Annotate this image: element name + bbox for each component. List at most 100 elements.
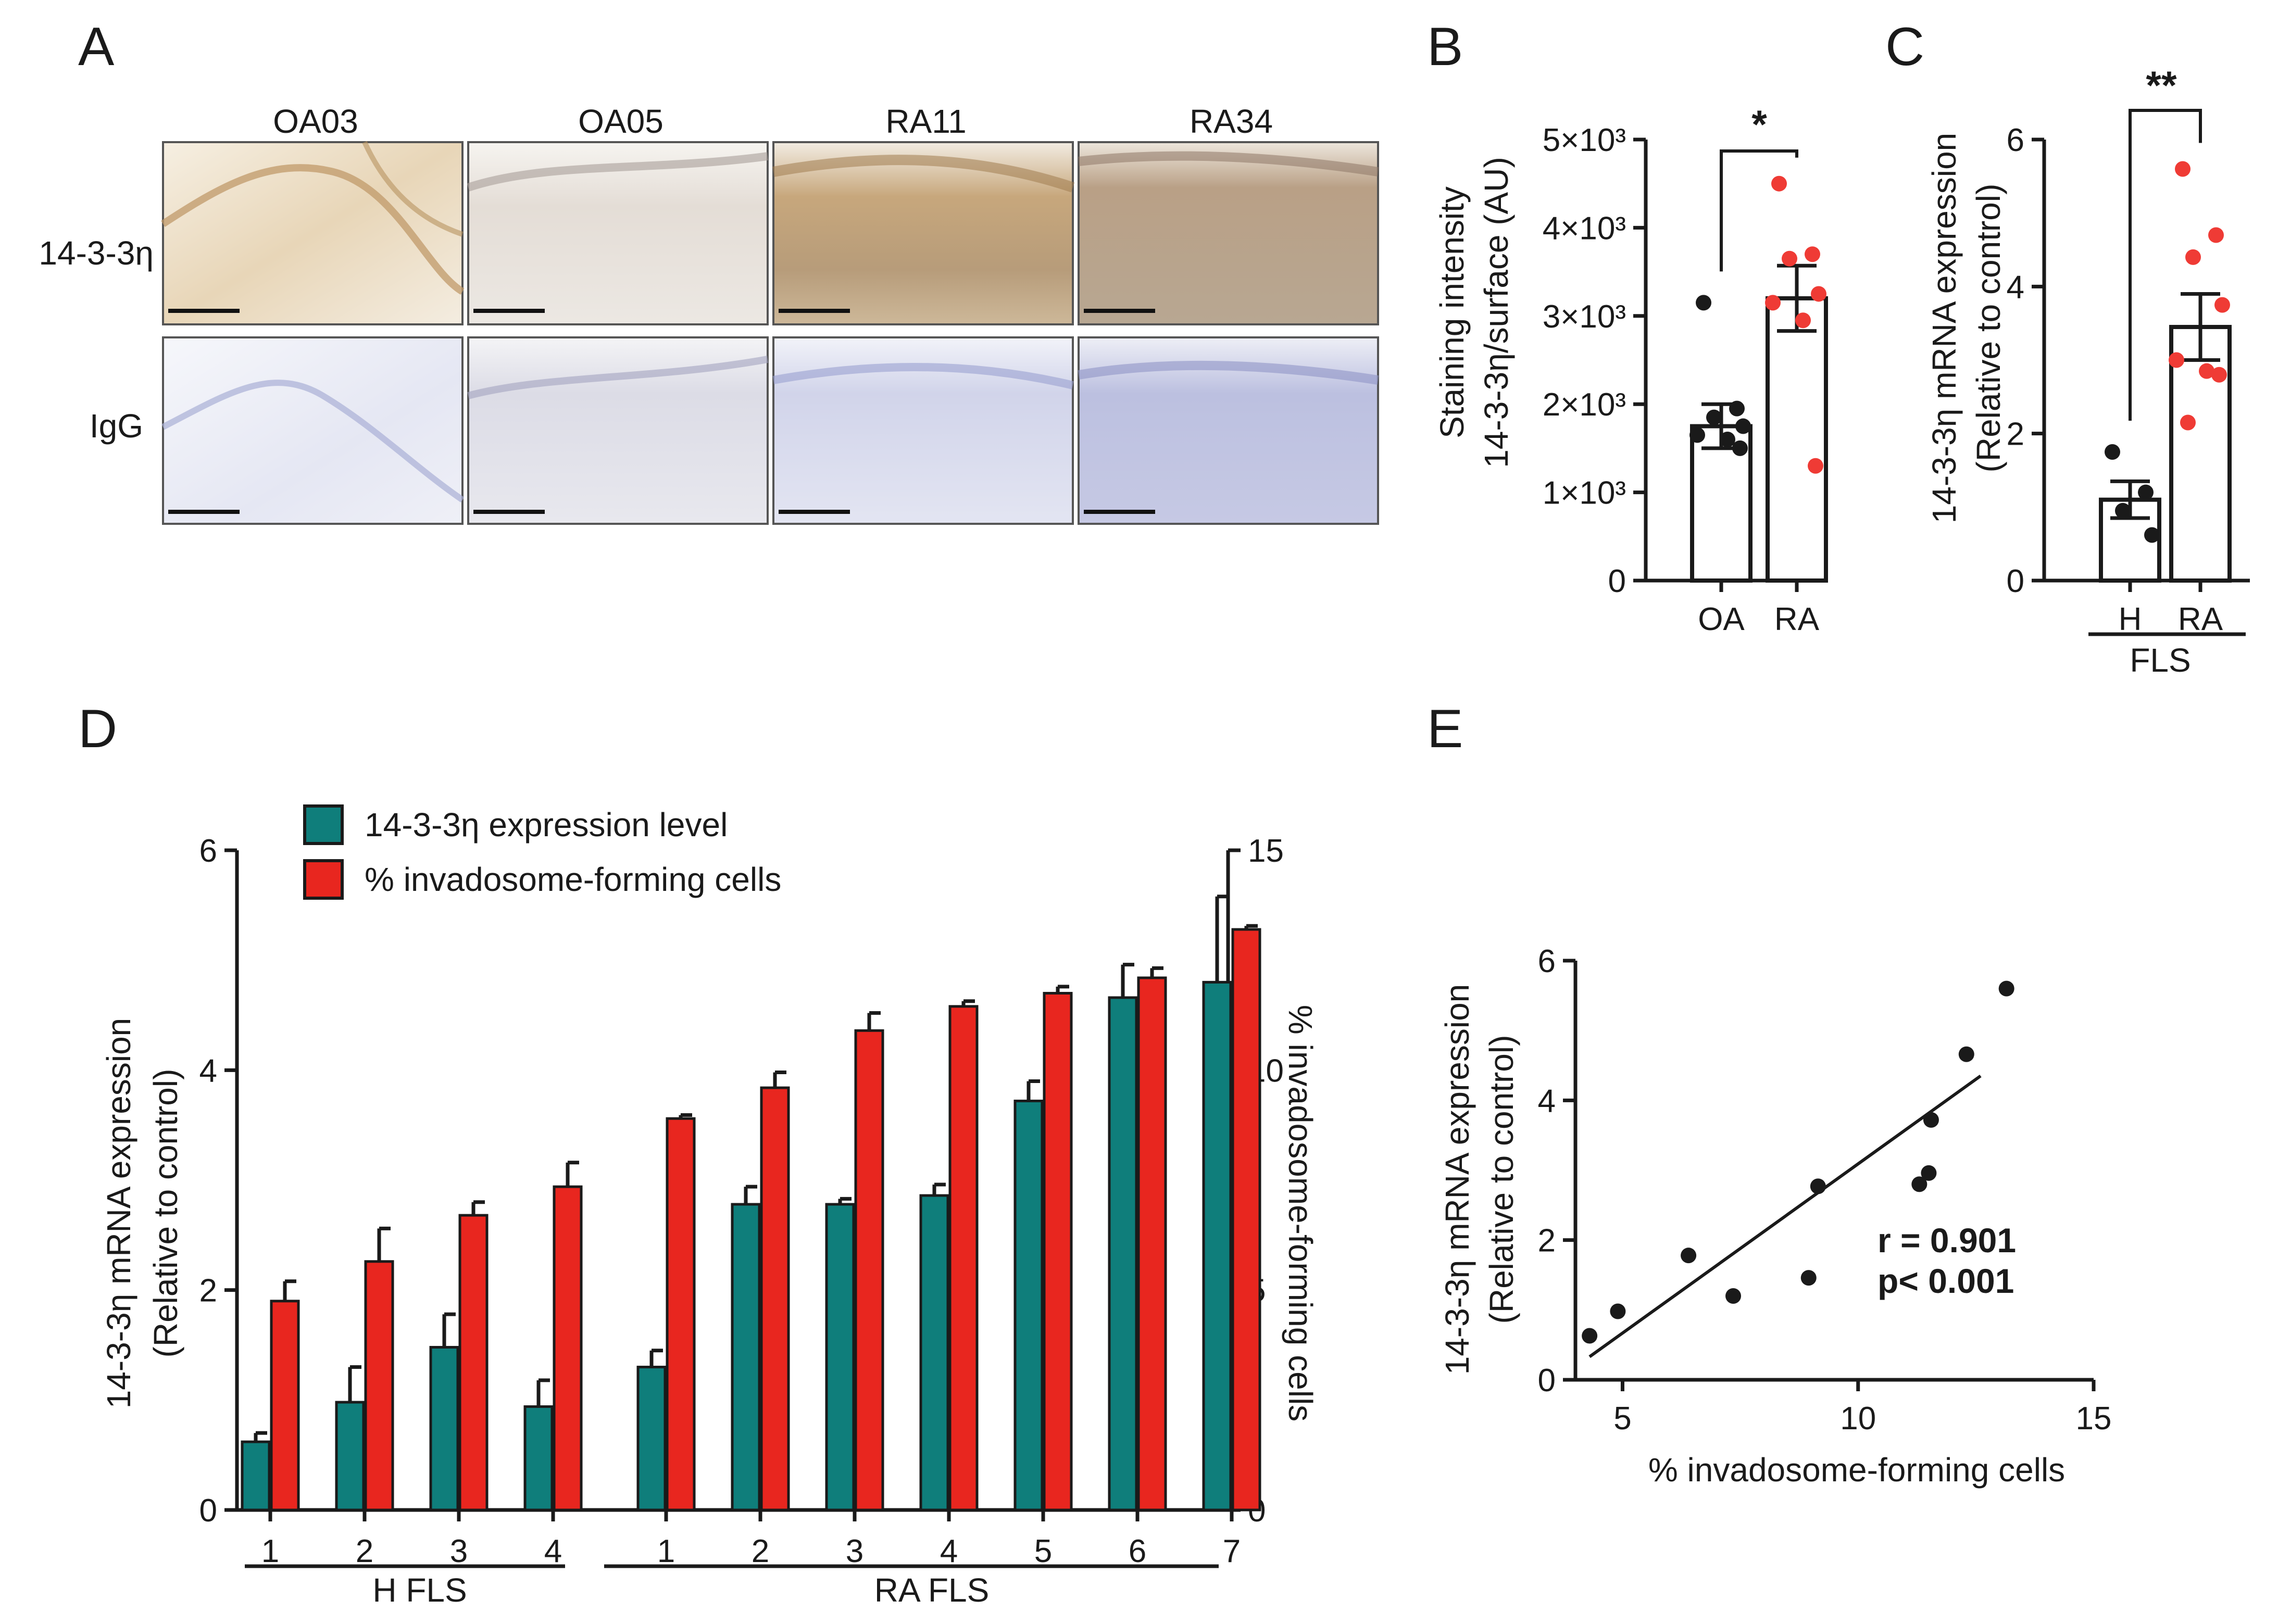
panel-d-y-left-tick-label: 0 <box>199 1493 217 1529</box>
panel-b-oa-data-point <box>1706 409 1722 425</box>
panel-c-y-tick-label: 2 <box>2007 417 2024 452</box>
panel-d-bar-invadosome <box>760 1086 790 1512</box>
panel-e-stat-p: p< 0.001 <box>1878 1262 2014 1300</box>
panel-c-significance: ** <box>2146 64 2177 108</box>
panel-d-bar-expression <box>1108 996 1138 1512</box>
panel-d-chart: 14-3-3η mRNA expression (Relative to con… <box>100 804 1319 1609</box>
tissue-fiber <box>467 356 769 399</box>
tissue-fiber <box>161 380 465 502</box>
panel-c-group-label: FLS <box>2130 641 2191 679</box>
panel-e-y-tick-label: 4 <box>1538 1083 1556 1119</box>
micrograph-oa03-igg <box>162 336 464 525</box>
panel-d-bar-expression <box>636 1365 667 1512</box>
panel-e-data-point <box>1911 1176 1927 1192</box>
panel-e-x-tick-label: 10 <box>1840 1401 1876 1437</box>
panel-d-y-left-tick-label: 2 <box>199 1273 217 1309</box>
panel-e-data-point <box>1582 1328 1598 1344</box>
panel-c-ylabel: 14-3-3η mRNA expression <box>1925 133 1963 524</box>
panel-c-ra-data-point <box>2175 161 2191 177</box>
tissue-fiber <box>1078 360 1379 385</box>
panel-b-y-tick-label: 1×10³ <box>1543 475 1626 511</box>
panel-d-bar-invadosome <box>1137 976 1167 1512</box>
panel-c-ra-data-point <box>2169 352 2184 368</box>
panel-d-x-tick-label: 3 <box>450 1533 468 1569</box>
panel-b-y-tick-label: 3×10³ <box>1543 299 1626 335</box>
panel-d-bar-expression <box>1202 980 1232 1512</box>
panel-c-h-data-point <box>2144 527 2160 543</box>
panel-d-x-tick-label: 5 <box>1034 1533 1052 1569</box>
panel-d-group-ra-fls: RA FLS <box>874 1571 990 1609</box>
panel-e-data-point <box>1681 1248 1697 1264</box>
panel-c-y-tick-label: 6 <box>2007 122 2024 158</box>
legend-label-invadosome: % invadosome-forming cells <box>365 861 781 898</box>
panel-d-y-left-tick-label: 6 <box>199 833 217 869</box>
column-label-oa05: OA05 <box>578 103 664 140</box>
panel-b-ra-data-point <box>1811 286 1826 302</box>
panel-d-y-right-tick-label: 15 <box>1248 833 1284 869</box>
panel-d-x-tick-label: 7 <box>1223 1533 1241 1569</box>
panel-label-e: E <box>1427 699 1463 759</box>
panel-d-bar-expression <box>1013 1099 1044 1512</box>
panel-b-ra-data-point <box>1771 175 1787 192</box>
panel-e-ylabel: 14-3-3η mRNA expression <box>1438 984 1476 1375</box>
panel-c-y-tick-label: 4 <box>2007 269 2024 305</box>
panel-b-ra-data-point <box>1795 312 1811 329</box>
panel-b-y-tick-label: 2×10³ <box>1543 387 1626 423</box>
panel-d-bar-invadosome <box>854 1029 884 1512</box>
panel-d-bar-invadosome <box>364 1260 394 1512</box>
panel-e-data-point <box>1958 1046 1974 1062</box>
panel-e-ylabel-2: (Relative to control) <box>1483 1035 1520 1324</box>
panel-c-ra-data-point <box>2199 363 2214 379</box>
panel-d-x-tick-label: 4 <box>940 1533 958 1569</box>
panel-e-data-point <box>1800 1270 1817 1286</box>
panel-b-significance-bracket <box>1720 149 1798 272</box>
panel-e-x-tick-label: 15 <box>2076 1401 2112 1437</box>
panel-d-x-tick-label: 6 <box>1129 1533 1146 1569</box>
panel-b-oa-data-point <box>1729 400 1745 417</box>
panel-d-y-left-tick-label: 4 <box>199 1053 217 1089</box>
panel-c-y-tick-label: 0 <box>2007 563 2024 599</box>
panel-d-x-tick-label: 1 <box>261 1533 279 1569</box>
panel-b-y-tick-label: 5×10³ <box>1543 122 1626 158</box>
panel-d-bar-invadosome <box>948 1005 979 1512</box>
panel-c-significance-bracket <box>2129 109 2202 421</box>
tissue-fiber <box>467 152 769 192</box>
panel-e-data-point <box>1921 1165 1937 1181</box>
panel-c-ra-data-point <box>2185 249 2201 265</box>
panel-d-bar-expression <box>919 1194 949 1512</box>
panel-d-bar-invadosome <box>270 1300 300 1512</box>
panel-e-chart: 14-3-3η mRNA expression (Relative to con… <box>1438 943 2111 1489</box>
panel-e-y-tick-label: 0 <box>1538 1363 1556 1399</box>
panel-d-ylabel-left-2: (Relative to control) <box>147 1069 184 1358</box>
panel-d-x-tick-label: 1 <box>657 1533 675 1569</box>
panel-c-chart: 14-3-3η mRNA expression (Relative to con… <box>1925 64 2250 679</box>
panel-b-oa-data-point <box>1732 440 1748 456</box>
panel-d-bar-invadosome <box>458 1214 489 1512</box>
scale-bars <box>168 309 1155 514</box>
panel-d-bar-expression <box>731 1203 761 1512</box>
legend-swatch-red <box>303 859 344 900</box>
panel-b-ra-data-point <box>1782 250 1797 267</box>
column-label-ra34: RA34 <box>1190 103 1273 140</box>
panel-e-data-point <box>1923 1112 1939 1128</box>
tissue-fiber <box>772 155 1075 193</box>
panel-c-ra-data-point <box>2214 297 2230 313</box>
panel-e-data-point <box>1810 1178 1826 1194</box>
panel-e-data-point <box>1610 1303 1626 1319</box>
panel-b-ra-data-point <box>1805 246 1820 262</box>
panel-label-a: A <box>78 17 115 77</box>
panel-d-bar-invadosome <box>1043 992 1073 1512</box>
micrograph-ra34-14-3-3eta <box>1078 141 1379 325</box>
panel-b-oa-data-point <box>1689 427 1705 443</box>
panel-c-ra-data-point <box>2208 227 2224 243</box>
panel-b-y-tick-label: 0 <box>1608 563 1626 599</box>
column-label-oa03: OA03 <box>273 103 358 140</box>
panel-b-ylabel-2: 14-3-3η/surface (AU) <box>1478 157 1515 468</box>
panel-c-h-data-point <box>2138 484 2154 500</box>
panel-d-ylabel-right: % invadosome-forming cells <box>1282 1005 1319 1421</box>
legend-label-expression: 14-3-3η expression level <box>365 806 728 844</box>
panel-e-y-tick-label: 6 <box>1538 943 1556 979</box>
panel-b-ra-data-point <box>1765 295 1781 311</box>
panel-e-regression-line <box>1588 1074 1982 1358</box>
